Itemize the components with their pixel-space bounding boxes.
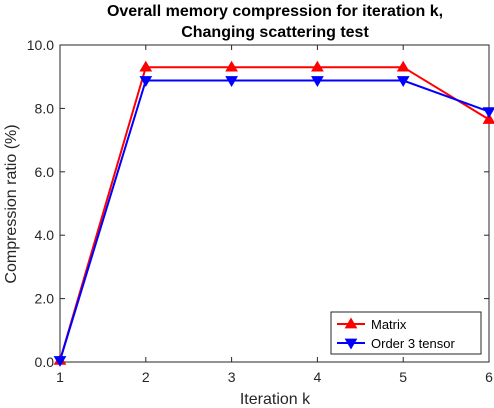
y-tick-label-3: 4.0 (35, 227, 55, 243)
plot-area (59, 44, 490, 363)
data-point-order-3-tensor-2 (139, 76, 153, 87)
legend-marker-matrix (344, 317, 358, 329)
series-line-order-3-tensor (59, 79, 490, 361)
y-axis-label: Compression ratio (%) (3, 124, 20, 283)
x-tick-label-3: 3 (228, 369, 236, 385)
y-tick-label-4: 6.0 (35, 164, 55, 180)
data-point-order-3-tensor-3 (225, 76, 238, 87)
legend-label-matrix: Matrix (371, 317, 407, 332)
y-tick-label-5: 8.0 (35, 100, 55, 116)
data-point-matrix-2 (139, 60, 153, 72)
data-point-matrix-6 (482, 113, 494, 124)
chart-title-line-1: Overall memory compression for iteration… (107, 3, 443, 20)
data-point-order-3-tensor-4 (311, 76, 324, 87)
series-line-matrix (59, 66, 490, 361)
legend-label-order-3-tensor: Order 3 tensor (371, 336, 455, 351)
y-tick-label-1: 0.0 (35, 354, 55, 370)
legend-box (330, 311, 482, 355)
data-point-order-3-tensor-6 (482, 107, 494, 119)
data-point-order-3-tensor-5 (396, 76, 410, 87)
chart-title-line-2: Changing scattering test (181, 24, 369, 41)
data-point-matrix-5 (396, 60, 410, 72)
legend: Matrix Order 3 tensor (330, 311, 482, 355)
x-tick-label-1: 1 (56, 369, 64, 385)
x-tick-label-4: 4 (314, 369, 322, 385)
data-point-matrix-4 (311, 60, 324, 72)
data-point-order-3-tensor-1 (53, 356, 67, 367)
y-tick-label-6: 10.0 (27, 37, 54, 53)
x-tick-label-2: 2 (142, 369, 150, 385)
y-tick-label-2: 2.0 (35, 291, 55, 307)
legend-marker-order-3-tensor (344, 338, 358, 350)
x-axis-label: Iteration k (240, 391, 311, 408)
x-tick-label-6: 6 (485, 369, 493, 385)
data-point-matrix-3 (225, 60, 238, 72)
x-tick-label-5: 5 (399, 369, 407, 385)
